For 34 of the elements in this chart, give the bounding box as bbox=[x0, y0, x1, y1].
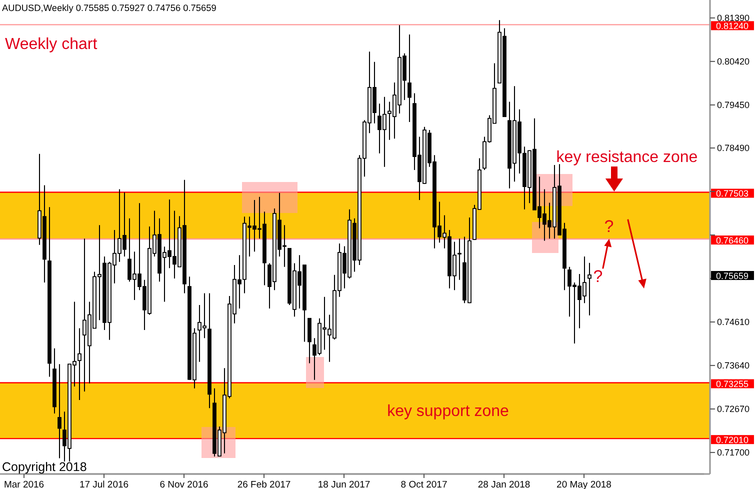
candlestick bbox=[78, 328, 82, 401]
candlestick bbox=[458, 238, 462, 280]
ref-line-label: 0.77503 bbox=[716, 188, 749, 199]
ref-line-label: 0.76460 bbox=[716, 235, 749, 246]
annotation: Weekly chart bbox=[5, 36, 98, 53]
y-tick-label: 0.78490 bbox=[717, 142, 750, 153]
y-tick-label: 0.72670 bbox=[717, 404, 750, 414]
x-tick-label: 8 Oct 2017 bbox=[400, 480, 448, 489]
x-tick-label: 28 Jan 2018 bbox=[478, 480, 530, 489]
x-tick-label: 17 Jul 2016 bbox=[79, 480, 129, 489]
x-tick-label: 26 Feb 2017 bbox=[237, 480, 291, 489]
candlestick bbox=[308, 318, 312, 364]
ref-line-label: 0.73255 bbox=[716, 379, 749, 390]
y-tick-label: 0.81390 bbox=[717, 12, 750, 23]
band-label: key resistance zone bbox=[556, 149, 698, 166]
y-tick-label: 0.74610 bbox=[717, 316, 750, 327]
x-tick-label: 6 Nov 2016 bbox=[160, 480, 208, 489]
candlestick bbox=[408, 34, 412, 122]
annotation: Copyright 2018 bbox=[2, 460, 87, 474]
ref-line-label: 0.72010 bbox=[716, 434, 749, 445]
ref-line-label: 0.81240 bbox=[716, 21, 749, 32]
y-tick-label: 0.73640 bbox=[717, 360, 750, 370]
text: 0.75659 bbox=[716, 270, 749, 281]
annotation: ? bbox=[604, 217, 614, 236]
y-tick-label: 0.80420 bbox=[717, 56, 750, 66]
y-tick-label: 0.79450 bbox=[717, 100, 750, 110]
annotation: ? bbox=[593, 267, 603, 286]
candlestick bbox=[58, 364, 62, 459]
band-label: key support zone bbox=[387, 403, 510, 420]
candlestick bbox=[588, 262, 592, 316]
x-tick-label: Mar 2016 bbox=[4, 480, 44, 489]
y-tick-label: 0.71700 bbox=[717, 447, 750, 458]
chart-title: AUDUSD,Weekly 0.75585 0.75927 0.74756 0.75659 bbox=[2, 3, 216, 13]
x-tick-label: 18 Jun 2017 bbox=[318, 480, 370, 489]
